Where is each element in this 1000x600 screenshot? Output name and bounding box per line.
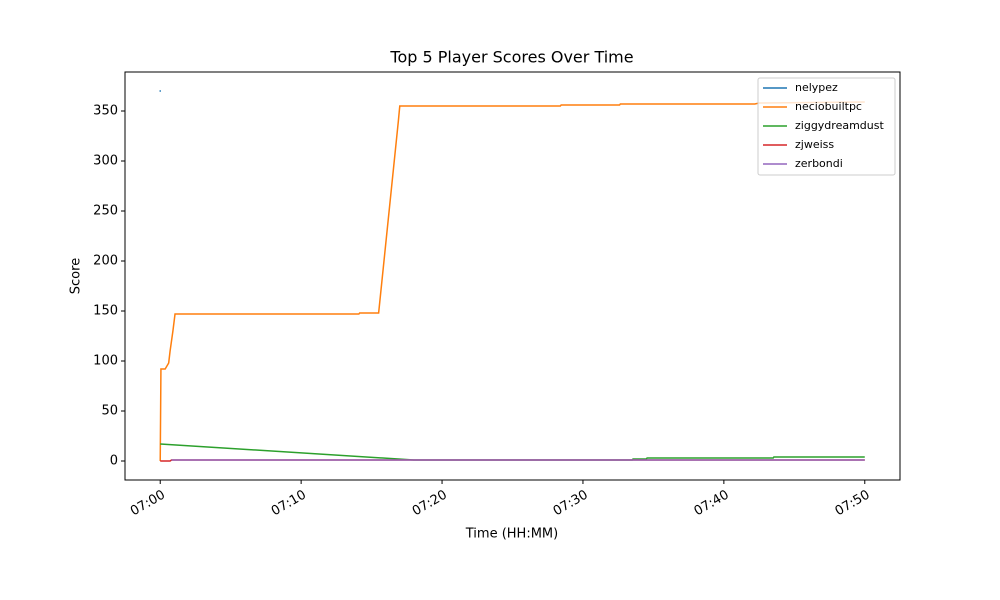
legend-box (757, 77, 896, 176)
chart-title: Top 5 Player Scores Over Time (389, 48, 633, 67)
y-axis-label: Score (69, 258, 84, 294)
x-tick-label: 07:40 (692, 488, 732, 520)
series-line (160, 443, 865, 461)
legend-label: ziggydreamdust (795, 119, 884, 132)
legend-label: nelypez (795, 81, 838, 94)
legend-label: zjweiss (795, 138, 834, 151)
y-tick-label: 100 (93, 354, 118, 369)
y-tick-label: 200 (93, 254, 118, 269)
x-tick-label: 07:10 (269, 488, 309, 520)
legend-label: zerbondi (795, 157, 843, 170)
x-tick-label: 07:50 (833, 488, 873, 520)
y-tick-label: 150 (93, 304, 118, 319)
y-tick-label: 300 (93, 154, 118, 169)
y-tick-label: 50 (101, 404, 118, 419)
y-tick-label: 350 (93, 104, 118, 119)
legend: nelypez neciobuiltpc ziggydreamdust zjweiss… (757, 77, 896, 176)
y-tick-label: 250 (93, 204, 118, 219)
x-tick-label: 07:30 (551, 488, 591, 520)
axes-frame (124, 71, 901, 481)
x-axis-label: Time (HH:MM) (465, 527, 558, 542)
x-tick-label: 07:00 (128, 488, 168, 520)
legend-label: neciobuiltpc (795, 100, 862, 113)
y-tick-label: 0 (110, 454, 118, 469)
x-tick-label: 07:20 (410, 488, 450, 520)
series-line (159, 101, 865, 462)
